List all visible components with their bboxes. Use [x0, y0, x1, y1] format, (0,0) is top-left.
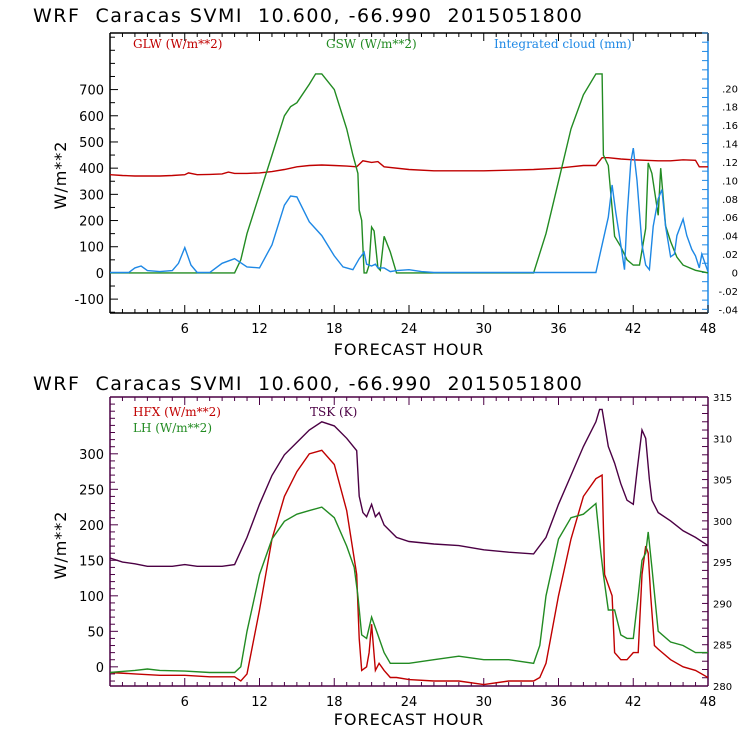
top-y2-tick-label: .20 — [722, 84, 738, 95]
bottom-chart-title: WRF Caracas SVMI 10.600, -66.990 2015051… — [33, 373, 583, 395]
bottom-series — [110, 408, 708, 686]
bottom-axes: 6 12 18 24 30 36 42 48 0 50 100 150 200 250 300 280 285 2… — [79, 393, 732, 710]
bottom-series-lh — [110, 502, 708, 674]
top-x-tick-label: 24 — [401, 322, 418, 337]
top-xlabel: FORECAST HOUR — [334, 340, 485, 359]
bottom-x-tick-label: 18 — [326, 695, 343, 710]
bottom-y-tick-label: 300 — [79, 448, 104, 463]
top-y-tick-label: 600 — [79, 110, 104, 125]
top-axes: 6 12 18 24 30 36 42 48 -100 0 100 200 300 400 500 600 70… — [74, 32, 738, 337]
top-y2-tick-label: .16 — [722, 121, 738, 132]
top-y-tick-label: 100 — [79, 241, 104, 256]
bottom-y2-tick-label: 295 — [713, 558, 732, 569]
top-x-tick-label: 12 — [251, 322, 268, 337]
top-y2-tick-label: .08 — [722, 195, 738, 206]
bottom-y2-tick-label: 300 — [713, 517, 732, 528]
legend-hfx: HFX (W/m**2) — [133, 405, 221, 419]
bottom-x-tick-label: 36 — [550, 695, 567, 710]
bottom-y2-tick-label: 280 — [713, 682, 732, 693]
top-y2-tick-label: .14 — [722, 140, 738, 151]
bottom-y-tick-label: 250 — [79, 483, 104, 498]
bottom-y-tick-label: 50 — [87, 625, 104, 640]
bottom-x-tick-label: 6 — [181, 695, 189, 710]
top-x-tick-label: 48 — [700, 322, 717, 337]
legend-lh: LH (W/m**2) — [133, 421, 212, 435]
top-ylabel: W/m**2 — [51, 141, 70, 210]
top-y2-tick-label: -.04 — [718, 305, 738, 316]
bottom-y-tick-label: 100 — [79, 590, 104, 605]
bottom-y2-tick-label: 290 — [713, 599, 732, 610]
bottom-y-tick-label: 200 — [79, 519, 104, 534]
bottom-y-tick-label: 150 — [79, 554, 104, 569]
bottom-y2-tick-label: 310 — [713, 434, 732, 445]
bottom-x-tick-label: 24 — [401, 695, 418, 710]
top-y2-tick-label: .02 — [722, 250, 738, 261]
bottom-y2-tick-label: 315 — [713, 393, 732, 404]
bottom-y2-tick-label: 285 — [713, 641, 732, 652]
bottom-series-tsk — [110, 408, 708, 567]
bottom-y-tick-label: 0 — [96, 661, 104, 676]
top-x-tick-label: 36 — [550, 322, 567, 337]
top-series-integrated — [110, 147, 708, 274]
legend-glw: GLW (W/m**2) — [133, 37, 222, 51]
top-series — [110, 73, 708, 274]
bottom-panel: WRF Caracas SVMI 10.600, -66.990 2015051… — [33, 373, 732, 729]
top-y-tick-label: 300 — [79, 188, 104, 203]
bottom-y2-tick-label: 305 — [713, 476, 732, 487]
top-y2-tick-label: 0 — [732, 268, 738, 279]
top-chart-title: WRF Caracas SVMI 10.600, -66.990 2015051… — [33, 5, 583, 27]
top-x-tick-label: 18 — [326, 322, 343, 337]
top-y-tick-label: 400 — [79, 162, 104, 177]
top-y-tick-label: -100 — [74, 293, 104, 308]
top-y2-tick-label: .10 — [722, 176, 738, 187]
top-x-tick-label: 6 — [181, 322, 189, 337]
legend-gsw: GSW (W/m**2) — [326, 37, 417, 51]
top-y-tick-label: 200 — [79, 215, 104, 230]
top-y-tick-label: 0 — [96, 267, 104, 282]
bottom-series-hfx — [110, 449, 708, 686]
top-y-tick-label: 500 — [79, 136, 104, 151]
bottom-xlabel: FORECAST HOUR — [334, 710, 485, 729]
top-y2-tick-label: .12 — [722, 158, 738, 169]
top-y2-tick-label: .04 — [722, 232, 738, 243]
top-series-glw — [110, 157, 708, 177]
bottom-x-tick-label: 30 — [475, 695, 492, 710]
top-x-tick-label: 42 — [625, 322, 642, 337]
top-y-tick-label: 700 — [79, 84, 104, 99]
top-y2-tick-label: .06 — [722, 213, 738, 224]
top-series-gsw — [110, 73, 708, 274]
top-y2-tick-label: .18 — [722, 103, 738, 114]
bottom-x-tick-label: 48 — [700, 695, 717, 710]
legend-tsk: TSK (K) — [310, 405, 357, 419]
legend-cloud: Integrated cloud (mm) — [494, 37, 632, 51]
top-y2-tick-label: -.02 — [718, 287, 738, 298]
bottom-ylabel: W/m**2 — [51, 511, 70, 580]
bottom-x-tick-label: 42 — [625, 695, 642, 710]
bottom-x-tick-label: 12 — [251, 695, 268, 710]
top-x-tick-label: 30 — [475, 322, 492, 337]
top-panel: WRF Caracas SVMI 10.600, -66.990 2015051… — [33, 5, 738, 359]
